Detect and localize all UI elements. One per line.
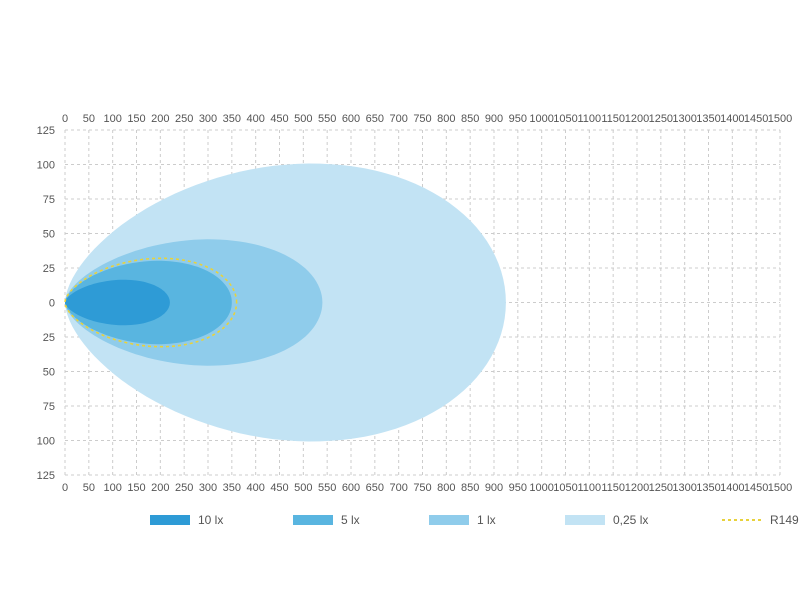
x-tick-label-bottom: 950 bbox=[509, 482, 527, 494]
legend-label-z1: 1 lx bbox=[477, 513, 496, 527]
x-tick-label-top: 750 bbox=[413, 113, 431, 125]
x-tick-label-bottom: 900 bbox=[485, 482, 503, 494]
x-tick-label-bottom: 800 bbox=[437, 482, 455, 494]
x-tick-label-top: 300 bbox=[199, 113, 217, 125]
y-tick-label: 125 bbox=[37, 470, 55, 482]
x-tick-label-bottom: 400 bbox=[246, 482, 264, 494]
x-tick-label-top: 1100 bbox=[578, 113, 602, 125]
x-tick-label-bottom: 300 bbox=[199, 482, 217, 494]
legend-label-r149: R149 bbox=[770, 513, 799, 527]
legend-label-z10: 10 lx bbox=[198, 513, 223, 527]
x-tick-label-bottom: 250 bbox=[175, 482, 193, 494]
x-tick-label-top: 1400 bbox=[720, 113, 744, 125]
x-tick-label-bottom: 650 bbox=[366, 482, 384, 494]
x-tick-label-top: 250 bbox=[175, 113, 193, 125]
x-tick-label-top: 1000 bbox=[529, 113, 553, 125]
y-tick-label: 25 bbox=[43, 263, 55, 275]
beam-pattern-chart: 1251007550250255075100125005050100100150… bbox=[0, 0, 800, 600]
x-tick-label-bottom: 1400 bbox=[720, 482, 744, 494]
y-tick-label: 25 bbox=[43, 332, 55, 344]
x-tick-label-top: 450 bbox=[270, 113, 288, 125]
x-tick-label-bottom: 750 bbox=[413, 482, 431, 494]
y-tick-label: 125 bbox=[37, 125, 55, 137]
x-tick-label-bottom: 1250 bbox=[649, 482, 673, 494]
x-tick-label-top: 800 bbox=[437, 113, 455, 125]
legend-swatch-z1 bbox=[429, 515, 469, 525]
legend-label-z025: 0,25 lx bbox=[613, 513, 648, 527]
x-tick-label-bottom: 700 bbox=[389, 482, 407, 494]
x-tick-label-top: 650 bbox=[366, 113, 384, 125]
y-tick-label: 100 bbox=[37, 436, 55, 448]
x-tick-label-top: 1050 bbox=[553, 113, 577, 125]
x-tick-label-top: 900 bbox=[485, 113, 503, 125]
x-tick-label-top: 850 bbox=[461, 113, 479, 125]
y-tick-label: 50 bbox=[43, 367, 55, 379]
x-tick-label-bottom: 1100 bbox=[578, 482, 602, 494]
x-tick-label-bottom: 1500 bbox=[768, 482, 792, 494]
x-tick-label-top: 1350 bbox=[696, 113, 720, 125]
x-tick-label-top: 600 bbox=[342, 113, 360, 125]
y-tick-label: 75 bbox=[43, 194, 55, 206]
y-tick-label: 0 bbox=[49, 298, 55, 310]
x-tick-label-top: 200 bbox=[151, 113, 169, 125]
x-tick-label-top: 700 bbox=[389, 113, 407, 125]
x-tick-label-top: 1500 bbox=[768, 113, 792, 125]
y-tick-label: 100 bbox=[37, 160, 55, 172]
x-tick-label-bottom: 1300 bbox=[672, 482, 696, 494]
x-tick-label-bottom: 500 bbox=[294, 482, 312, 494]
x-tick-label-bottom: 550 bbox=[318, 482, 336, 494]
x-tick-label-top: 500 bbox=[294, 113, 312, 125]
legend-swatch-z5 bbox=[293, 515, 333, 525]
x-tick-label-top: 950 bbox=[509, 113, 527, 125]
x-tick-label-top: 50 bbox=[83, 113, 95, 125]
x-tick-label-top: 350 bbox=[223, 113, 241, 125]
x-tick-label-top: 150 bbox=[127, 113, 145, 125]
x-tick-label-top: 100 bbox=[103, 113, 121, 125]
x-tick-label-bottom: 1350 bbox=[696, 482, 720, 494]
x-tick-label-top: 550 bbox=[318, 113, 336, 125]
x-tick-label-top: 1300 bbox=[672, 113, 696, 125]
x-tick-label-top: 1150 bbox=[601, 113, 625, 125]
legend-swatch-z10 bbox=[150, 515, 190, 525]
x-tick-label-bottom: 1000 bbox=[529, 482, 553, 494]
x-tick-label-bottom: 350 bbox=[223, 482, 241, 494]
x-tick-label-bottom: 50 bbox=[83, 482, 95, 494]
x-tick-label-bottom: 150 bbox=[127, 482, 145, 494]
x-tick-label-top: 400 bbox=[246, 113, 264, 125]
legend-label-z5: 5 lx bbox=[341, 513, 360, 527]
legend-swatch-z025 bbox=[565, 515, 605, 525]
y-tick-label: 75 bbox=[43, 401, 55, 413]
x-tick-label-bottom: 450 bbox=[270, 482, 288, 494]
y-tick-label: 50 bbox=[43, 229, 55, 241]
x-tick-label-top: 0 bbox=[62, 113, 68, 125]
x-tick-label-top: 1250 bbox=[649, 113, 673, 125]
x-tick-label-bottom: 100 bbox=[103, 482, 121, 494]
x-tick-label-top: 1200 bbox=[625, 113, 649, 125]
x-tick-label-bottom: 0 bbox=[62, 482, 68, 494]
x-tick-label-top: 1450 bbox=[744, 113, 768, 125]
x-tick-label-bottom: 1050 bbox=[553, 482, 577, 494]
x-tick-label-bottom: 1200 bbox=[625, 482, 649, 494]
x-tick-label-bottom: 850 bbox=[461, 482, 479, 494]
x-tick-label-bottom: 1450 bbox=[744, 482, 768, 494]
x-tick-label-bottom: 1150 bbox=[601, 482, 625, 494]
x-tick-label-bottom: 600 bbox=[342, 482, 360, 494]
x-tick-label-bottom: 200 bbox=[151, 482, 169, 494]
